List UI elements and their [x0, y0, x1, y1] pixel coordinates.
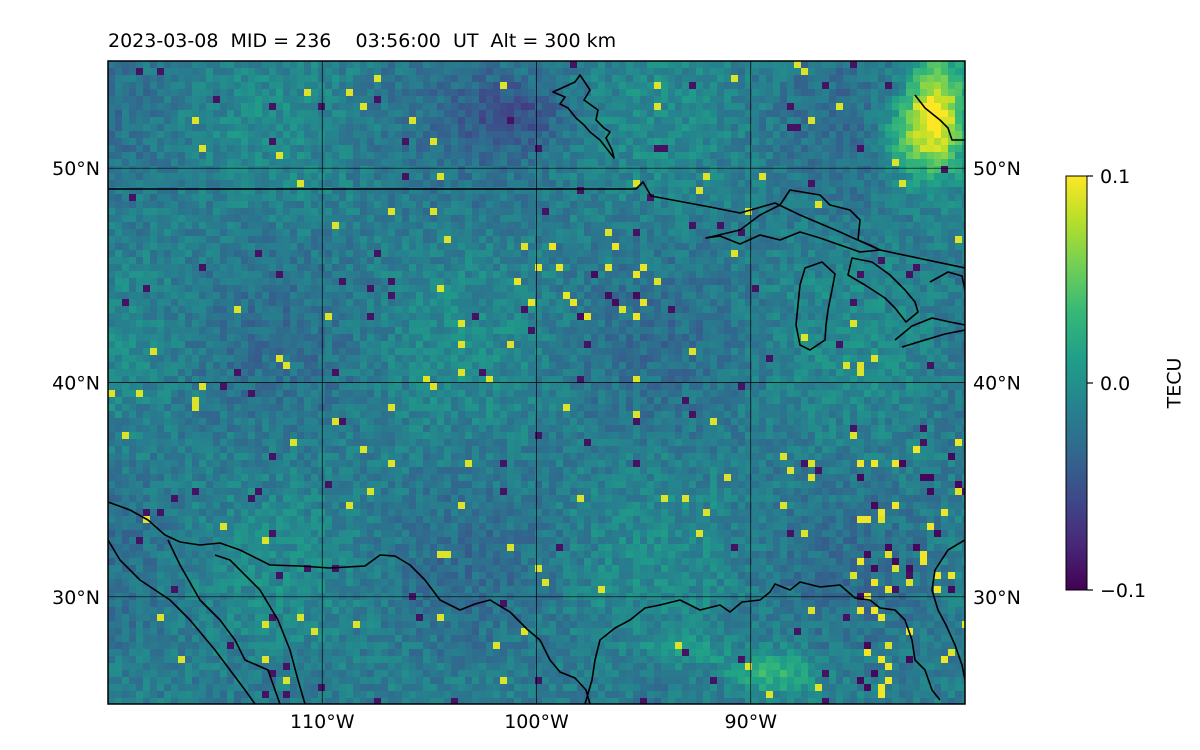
lon-label: 90°W [725, 711, 778, 733]
colorbar-label: TECU [1164, 358, 1186, 410]
lon-label: 110°W [290, 711, 355, 733]
lat-label: 30°N [973, 587, 1021, 609]
map-frame [107, 60, 966, 705]
lake-michigan [795, 261, 836, 351]
us-canada-border [108, 181, 965, 269]
hudson-bay-coast [552, 74, 615, 159]
lat-label: 40°N [973, 373, 1021, 395]
lat-label: 50°N [52, 158, 100, 180]
tec-heatmap [108, 61, 965, 704]
hudson-bay-east [914, 94, 965, 141]
colorbar-tick-label: −0.1 [1100, 580, 1146, 602]
lon-label: 100°W [504, 711, 569, 733]
colorbar-ticks: 0.1 0.0 −0.1 [1087, 166, 1146, 602]
lake-superior [705, 189, 881, 253]
colorbar: 0.1 0.0 −0.1 TECU [1065, 166, 1186, 602]
gulf-of-california [167, 539, 306, 704]
axis-labels: 110°W 100°W 90°W 30°N 30°N 40°N 40°N 50°N 50°N [52, 158, 1021, 733]
baja-coast [108, 539, 256, 704]
colorbar-tick-label: 0.1 [1100, 166, 1130, 188]
florida-atlantic [931, 539, 965, 681]
gridlines [108, 61, 965, 704]
lake-huron [847, 257, 919, 323]
coastlines [108, 74, 965, 704]
figure-title: 2023-03-08 MID = 236 03:56:00 UT Alt = 3… [108, 30, 617, 52]
lat-label: 50°N [973, 158, 1021, 180]
lake-erie-ontario [894, 271, 965, 348]
colorbar-tick-label: 0.0 [1100, 373, 1130, 395]
colorbar-gradient [1065, 175, 1088, 591]
lat-label: 40°N [52, 373, 100, 395]
gulf-coast [584, 581, 941, 704]
us-mexico-border [108, 501, 591, 704]
lat-label: 30°N [52, 587, 100, 609]
